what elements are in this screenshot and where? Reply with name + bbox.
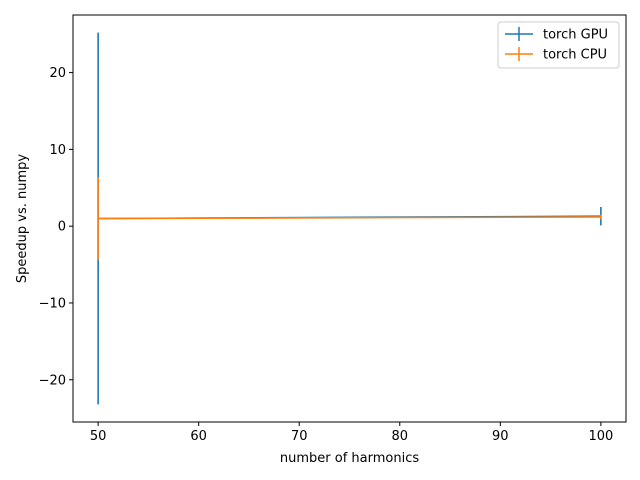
legend-label-torch-gpu: torch GPU bbox=[543, 28, 608, 43]
x-axis-label: number of harmonics bbox=[280, 451, 419, 466]
y-axis-ticks: −20 −10 0 10 20 bbox=[39, 66, 73, 388]
y-tick-label: 10 bbox=[49, 143, 66, 158]
plot-frame bbox=[72, 14, 627, 423]
x-tick-label: 80 bbox=[391, 429, 408, 444]
x-tick-label: 70 bbox=[291, 429, 308, 444]
y-tick-label: −20 bbox=[39, 373, 66, 388]
legend-entry-torch-cpu: torch CPU bbox=[505, 47, 607, 63]
series-torch-cpu bbox=[97, 177, 602, 260]
y-tick-label: 20 bbox=[49, 66, 66, 81]
legend-entry-torch-gpu: torch GPU bbox=[505, 27, 608, 43]
series-line-torch-cpu bbox=[98, 216, 601, 220]
series-layer bbox=[97, 32, 602, 405]
x-tick-label: 100 bbox=[588, 429, 613, 444]
y-axis-label: Speedup vs. numpy bbox=[15, 154, 30, 284]
legend-label-torch-cpu: torch CPU bbox=[543, 48, 607, 63]
x-tick-label: 90 bbox=[492, 429, 509, 444]
y-tick-label: −10 bbox=[39, 296, 66, 311]
y-tick-label: 0 bbox=[58, 220, 66, 235]
x-tick-label: 60 bbox=[190, 429, 207, 444]
legend: torch GPU torch CPU bbox=[497, 21, 620, 69]
x-tick-label: 50 bbox=[90, 429, 107, 444]
x-axis-ticks: 50 60 70 80 90 100 bbox=[90, 422, 613, 444]
